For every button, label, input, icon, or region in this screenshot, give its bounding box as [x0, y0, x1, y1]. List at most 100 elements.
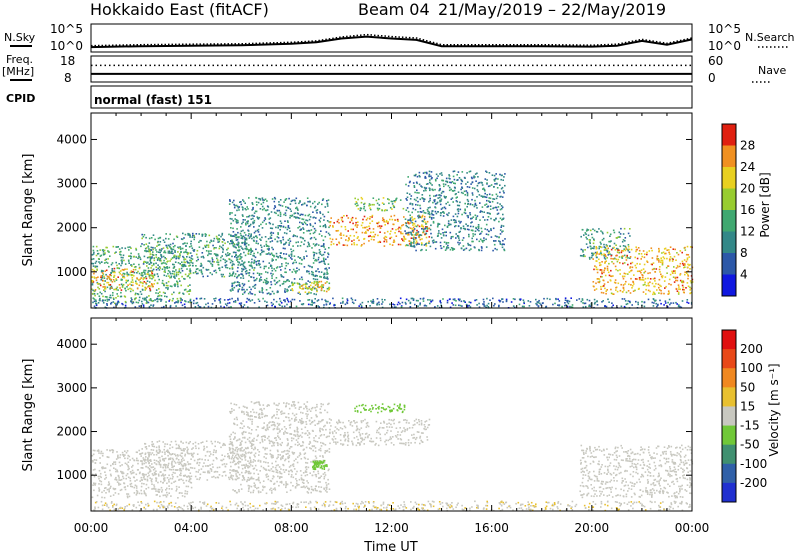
- data-cell: [439, 187, 441, 190]
- data-cell: [457, 298, 460, 300]
- data-cell: [192, 249, 195, 251]
- data-cell: [413, 236, 415, 238]
- data-cell: [280, 252, 282, 254]
- data-cell: [428, 175, 430, 177]
- data-cell: [367, 229, 369, 232]
- data-cell: [266, 200, 268, 202]
- data-cell: [496, 235, 498, 238]
- data-cell: [387, 221, 389, 223]
- data-cell: [621, 241, 624, 243]
- data-cell: [118, 477, 120, 479]
- data-cell: [415, 242, 417, 244]
- data-cell: [379, 241, 382, 243]
- data-cell: [416, 192, 418, 194]
- data-cell: [512, 298, 515, 300]
- data-cell: [148, 249, 151, 251]
- data-cell: [99, 472, 102, 475]
- data-cell: [646, 260, 648, 262]
- data-cell: [114, 463, 117, 465]
- data-cell: [177, 455, 179, 457]
- data-cell: [469, 306, 472, 308]
- data-cell: [124, 296, 127, 298]
- data-cell: [235, 204, 238, 207]
- data-cell: [258, 197, 260, 200]
- data-cell: [471, 192, 474, 194]
- data-cell: [307, 241, 310, 244]
- data-cell: [407, 234, 409, 236]
- data-cell: [179, 492, 181, 494]
- data-cell: [231, 297, 233, 300]
- data-cell: [126, 457, 129, 460]
- data-cell: [149, 290, 152, 292]
- data-cell: [130, 485, 132, 488]
- data-cell: [109, 286, 112, 289]
- data-cell: [151, 441, 153, 443]
- data-cell: [228, 275, 231, 277]
- data-cell: [122, 471, 124, 474]
- data-cell: [116, 481, 119, 483]
- data-cell: [271, 258, 274, 260]
- data-cell: [678, 286, 680, 288]
- data-cell: [384, 209, 387, 211]
- data-cell: [139, 278, 141, 281]
- data-cell: [352, 228, 354, 231]
- data-cell: [440, 192, 443, 194]
- data-cell: [435, 173, 438, 176]
- data-cell: [92, 281, 95, 283]
- data-cell: [327, 300, 329, 303]
- data-cell: [427, 207, 430, 209]
- data-cell: [157, 240, 159, 243]
- data-cell: [163, 251, 165, 254]
- data-cell: [253, 255, 255, 257]
- data-cell: [253, 259, 256, 262]
- data-cell: [216, 466, 219, 469]
- data-cell: [442, 298, 444, 300]
- data-cell: [216, 471, 219, 473]
- data-cell: [123, 276, 126, 279]
- data-cell: [284, 220, 286, 222]
- data-cell: [222, 458, 225, 461]
- data-cell: [98, 483, 100, 485]
- data-cell: [232, 263, 234, 265]
- data-cell: [165, 244, 167, 247]
- data-cell: [289, 285, 291, 287]
- data-cell: [465, 190, 468, 192]
- data-cell: [263, 265, 266, 268]
- data-cell: [470, 222, 472, 224]
- data-cell: [223, 239, 225, 241]
- data-cell: [340, 219, 343, 221]
- data-cell: [128, 262, 130, 264]
- data-cell: [150, 479, 153, 482]
- data-cell: [432, 220, 435, 223]
- data-cell: [316, 212, 318, 214]
- data-cell: [604, 261, 606, 263]
- data-cell: [195, 268, 198, 270]
- data-cell: [92, 469, 95, 471]
- data-cell: [638, 277, 641, 279]
- data-cell: [248, 286, 251, 288]
- data-cell: [248, 225, 250, 228]
- data-cell: [118, 461, 121, 464]
- data-cell: [158, 266, 161, 268]
- data-cell: [293, 212, 296, 215]
- data-cell: [159, 449, 161, 452]
- data-cell: [344, 226, 347, 228]
- data-cell: [180, 284, 182, 287]
- data-cell: [604, 253, 606, 256]
- data-cell: [496, 209, 499, 211]
- data-cell: [184, 300, 186, 302]
- data-cell: [131, 457, 134, 460]
- data-cell: [607, 247, 609, 250]
- data-cell: [327, 256, 329, 258]
- data-cell: [260, 239, 262, 241]
- data-cell: [354, 299, 357, 301]
- data-cell: [462, 245, 465, 247]
- data-cell: [219, 298, 222, 300]
- data-cell: [241, 467, 244, 470]
- data-cell: [156, 258, 159, 260]
- data-cell: [234, 300, 237, 302]
- data-cell: [189, 272, 192, 275]
- data-cell: [286, 297, 288, 300]
- data-cell: [253, 219, 256, 222]
- data-cell: [620, 305, 623, 308]
